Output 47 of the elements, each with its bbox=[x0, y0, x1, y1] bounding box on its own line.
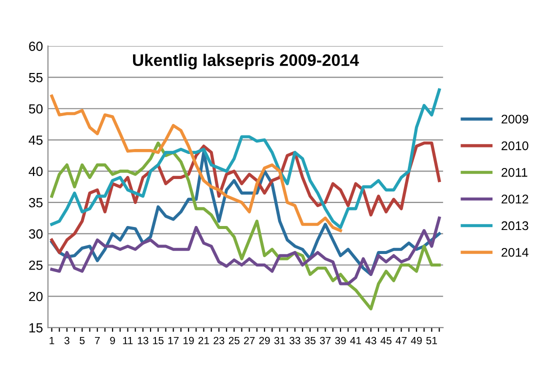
x-tick-label: 19 bbox=[184, 336, 194, 344]
line-series bbox=[50, 94, 342, 232]
x-tick-label: 5 bbox=[80, 336, 85, 344]
x-tick-label: 15 bbox=[153, 336, 164, 344]
x-tick-label: 17 bbox=[168, 336, 179, 344]
x-tick-label: 33 bbox=[290, 336, 300, 344]
y-tick-label: 25 bbox=[29, 260, 43, 270]
y-tick-label: 20 bbox=[29, 292, 43, 302]
x-tick-label: 37 bbox=[320, 336, 331, 344]
x-tick-label: 45 bbox=[380, 336, 392, 344]
line-series bbox=[50, 142, 441, 310]
x-tick-label: 7 bbox=[94, 336, 100, 344]
y-tick-label: 15 bbox=[29, 323, 43, 332]
x-tick-label: 43 bbox=[365, 336, 376, 344]
line-series bbox=[50, 216, 441, 286]
x-tick-label: 13 bbox=[138, 336, 148, 344]
x-tick-label: 21 bbox=[198, 336, 210, 344]
x-tick-label: 47 bbox=[396, 336, 407, 344]
x-tick-label: 3 bbox=[64, 336, 70, 344]
x-tick-label: 49 bbox=[410, 336, 422, 344]
legend-label: 2013 bbox=[502, 221, 528, 230]
x-tick-label: 11 bbox=[123, 336, 133, 344]
y-tick-label: 60 bbox=[29, 42, 43, 51]
line-series bbox=[50, 88, 441, 230]
legend-label: 2011 bbox=[502, 168, 528, 177]
y-tick-label: 55 bbox=[28, 73, 43, 82]
legend-label: 2012 bbox=[502, 194, 528, 204]
x-tick-label: 35 bbox=[304, 336, 316, 344]
x-tick-label: 39 bbox=[335, 336, 346, 344]
y-tick-label: 50 bbox=[28, 104, 43, 114]
y-tick-label: 45 bbox=[28, 136, 43, 145]
chart-title: Ukentlig laksepris 2009-2014 bbox=[133, 54, 359, 70]
legend-label: 2009 bbox=[502, 114, 528, 124]
x-tick-label: 27 bbox=[244, 336, 255, 344]
legend-label: 2014 bbox=[502, 248, 528, 257]
y-tick-label: 35 bbox=[28, 198, 43, 208]
x-tick-label: 1 bbox=[50, 336, 54, 344]
x-tick-label: 9 bbox=[110, 336, 115, 344]
y-tick-label: 30 bbox=[28, 229, 43, 239]
x-tick-label: 41 bbox=[350, 336, 361, 344]
x-tick-label: 51 bbox=[426, 336, 437, 344]
x-tick-label: 29 bbox=[259, 336, 270, 344]
x-tick-label: 25 bbox=[228, 336, 240, 344]
y-tick-label: 40 bbox=[28, 166, 43, 176]
legend-label: 2010 bbox=[502, 141, 528, 150]
x-tick-label: 31 bbox=[274, 336, 285, 344]
x-tick-label: 23 bbox=[214, 336, 224, 344]
